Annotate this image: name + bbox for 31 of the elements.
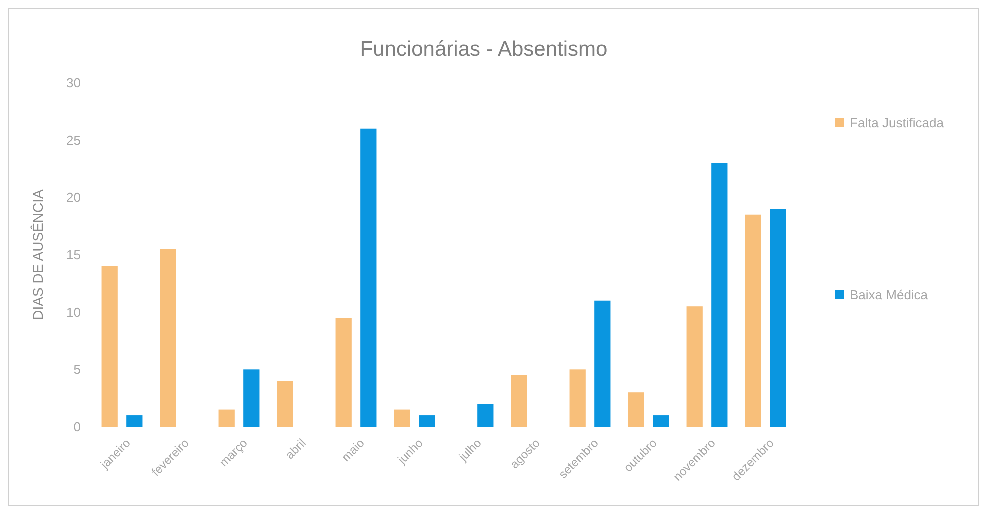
bar <box>570 370 586 427</box>
bar <box>277 381 294 427</box>
y-tick-label: 15 <box>66 248 81 263</box>
bar <box>770 209 786 427</box>
y-tick-label: 0 <box>74 420 81 435</box>
bar <box>745 214 762 427</box>
bar <box>102 266 118 427</box>
bar <box>244 370 260 427</box>
bar <box>126 416 143 427</box>
bar <box>478 404 494 427</box>
bar <box>218 410 235 427</box>
chart-title: Funcionárias - Absentismo <box>360 38 608 61</box>
y-tick-label: 5 <box>74 362 81 378</box>
bar <box>594 300 611 427</box>
bar <box>511 375 528 427</box>
bar <box>160 249 176 427</box>
bar <box>336 318 352 427</box>
y-tick-label: 30 <box>66 76 81 91</box>
legend-label: Falta Justificada <box>850 116 945 131</box>
bar <box>394 410 410 427</box>
y-tick-label: 10 <box>66 304 81 320</box>
bar <box>628 392 644 427</box>
bar <box>360 128 377 427</box>
bar <box>653 416 670 427</box>
y-tick-label: 20 <box>66 190 81 206</box>
y-tick-label: 25 <box>66 132 81 148</box>
bar <box>712 163 728 427</box>
bar <box>419 416 436 427</box>
y-axis-title: DIAS DE AUSÊNCIA <box>30 188 46 320</box>
bar <box>686 306 703 427</box>
legend-label: Baixa Médica <box>850 288 929 303</box>
